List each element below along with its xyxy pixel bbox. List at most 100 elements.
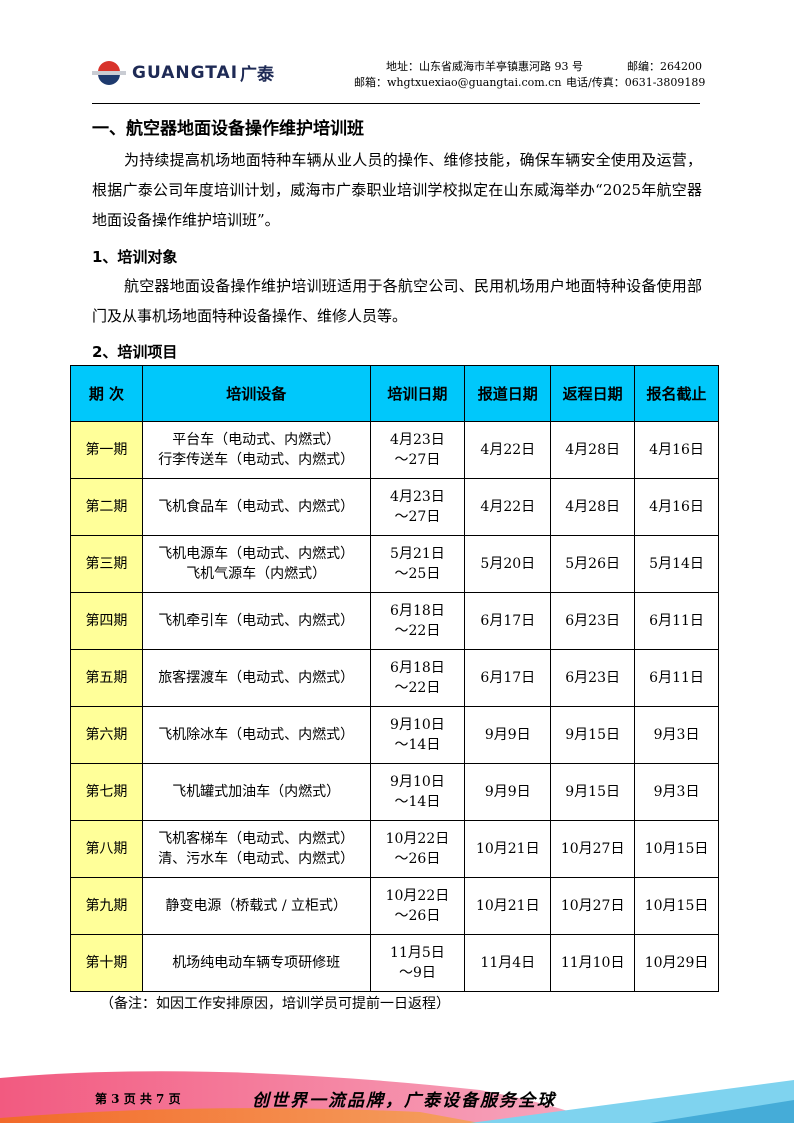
training-date-line: ～26日	[394, 851, 441, 867]
section1-text: 航空器地面设备操作维护培训班适用于各航空公司、民用机场用户地面特种设备使用部门及…	[92, 277, 702, 325]
table-row: 第三期 飞机电源车（电动式、内燃式） 飞机气源车（内燃式） 5月21日 ～25日 5月20…	[70, 535, 719, 593]
address: 地址：山东省威海市羊亭镇惠河路 93 号	[386, 60, 583, 73]
report-date-cell: 11月4日	[464, 934, 552, 992]
header-deadline: 报名截止	[634, 365, 719, 422]
training-date-line: ～27日	[394, 509, 441, 525]
report-date-cell: 6月17日	[464, 592, 552, 650]
table-header-row: 期 次培训设备 培训日期 报道日期 返程日期 报名截止	[70, 365, 719, 422]
training-date-cell: 5月21日 ～25日	[369, 535, 466, 593]
equipment-line: 飞机除冰车（电动式、内燃式）	[158, 727, 355, 743]
training-date-line: 11月5日	[390, 945, 445, 961]
period-cell: 第二期	[70, 478, 143, 536]
training-date-line: 5月21日	[390, 546, 445, 562]
return-date-cell: 4月28日	[550, 478, 636, 536]
training-date-line: 4月23日	[390, 489, 445, 505]
table-row: 第四期 飞机牵引车（电动式、内燃式） 6月18日 ～22日 6月17日 6月23日 6月11…	[70, 592, 719, 650]
report-date-cell: 6月17日	[464, 649, 552, 707]
return-date-cell: 6月23日	[550, 649, 636, 707]
period-cell: 第十期	[70, 934, 143, 992]
deadline-cell: 6月11日	[634, 649, 719, 707]
email: 邮箱：whgtxuexiao@guangtai.com.cn	[354, 76, 562, 89]
logo-text: GUANGTAI	[132, 62, 239, 83]
table-row: 第七期 飞机罐式加油车（内燃式） 9月10日 ～14日 9月9日 9月15日 9月3日	[70, 763, 719, 821]
training-date-cell: 6月18日 ～22日	[369, 592, 466, 650]
deadline-cell: 5月14日	[634, 535, 719, 593]
training-date-cell: 9月10日 ～14日	[369, 706, 466, 764]
training-date-line: 9月10日	[390, 774, 445, 790]
equipment-line: 静变电源（桥载式 / 立柜式）	[165, 898, 347, 914]
header-training-date: 培训日期	[369, 365, 466, 422]
equipment-line: 旅客摆渡车（电动式、内燃式）	[158, 670, 355, 686]
company-logo: GUANGTAI 广泰	[92, 60, 274, 85]
phone: 电话/传真：0631-3809189	[566, 76, 706, 89]
training-date-line: ～14日	[394, 737, 441, 753]
equipment-cell: 飞机客梯车（电动式、内燃式） 清、污水车（电动式、内燃式）	[141, 820, 371, 878]
training-date-cell: 4月23日 ～27日	[369, 478, 466, 536]
period-cell: 第八期	[70, 820, 143, 878]
report-date-cell: 4月22日	[464, 421, 552, 479]
report-date-cell: 9月9日	[464, 763, 552, 821]
intro-paragraph: 为持续提高机场地面特种车辆从业人员的操作、维修技能，确保车辆安全使用及运营，根据…	[92, 151, 702, 229]
report-date-cell: 10月21日	[464, 820, 552, 878]
training-date-line: ～22日	[394, 680, 441, 696]
page-title: 一、航空器地面设备操作维护培训班	[92, 119, 364, 139]
period-cell: 第四期	[70, 592, 143, 650]
training-date-line: 4月23日	[390, 432, 445, 448]
return-date-cell: 6月23日	[550, 592, 636, 650]
page-number: 第 3 页 共 7 页	[95, 1092, 181, 1106]
return-date-cell: 5月26日	[550, 535, 636, 593]
equipment-line: 飞机气源车（内燃式）	[186, 566, 327, 582]
return-date-cell: 9月15日	[550, 763, 636, 821]
report-date-cell: 9月9日	[464, 706, 552, 764]
training-date-cell: 10月22日 ～26日	[369, 820, 466, 878]
training-date-line: 10月22日	[385, 831, 450, 847]
training-date-line: 9月10日	[390, 717, 445, 733]
logo-icon	[92, 60, 126, 85]
logo-cn: 广泰	[240, 65, 275, 85]
training-date-line: ～14日	[394, 794, 441, 810]
equipment-cell: 飞机食品车（电动式、内燃式）	[141, 478, 371, 536]
deadline-cell: 6月11日	[634, 592, 719, 650]
training-date-cell: 4月23日 ～27日	[369, 421, 466, 479]
period-cell: 第三期	[70, 535, 143, 593]
report-date-cell: 5月20日	[464, 535, 552, 593]
training-table: 期 次培训设备 培训日期 报道日期 返程日期 报名截止 第一期 平台车（电动式、内燃式） 行…	[70, 365, 719, 992]
period-cell: 第一期	[70, 421, 143, 479]
slogan: 创世界一流品牌，广泰设备服务全球	[252, 1091, 556, 1111]
deadline-cell: 9月3日	[634, 706, 719, 764]
header-equipment: 培训设备	[141, 365, 371, 422]
training-date-line: 6月18日	[390, 660, 445, 676]
training-date-line: ～25日	[394, 566, 441, 582]
equipment-line: 机场纯电动车辆专项研修班	[172, 955, 341, 971]
header-report-date: 报道日期	[464, 365, 552, 422]
period-cell: 第五期	[70, 649, 143, 707]
header-divider	[92, 103, 700, 104]
period-cell: 第七期	[70, 763, 143, 821]
equipment-line: 清、污水车（电动式、内燃式）	[158, 851, 355, 867]
training-date-line: ～22日	[394, 623, 441, 639]
training-date-line: 10月22日	[385, 888, 450, 904]
note: （备注：如因工作安排原因，培训学员可提前一日返程）	[100, 996, 450, 1012]
equipment-line: 飞机食品车（电动式、内燃式）	[158, 499, 355, 515]
section1-heading: 1、培训对象	[92, 248, 178, 266]
equipment-cell: 飞机罐式加油车（内燃式）	[141, 763, 371, 821]
return-date-cell: 10月27日	[550, 820, 636, 878]
period-cell: 第六期	[70, 706, 143, 764]
header-period: 期 次	[70, 365, 143, 422]
deadline-cell: 4月16日	[634, 421, 719, 479]
training-date-line: ～26日	[394, 908, 441, 924]
postcode: 邮编：264200	[627, 60, 702, 73]
section2-heading: 2、培训项目	[92, 343, 178, 361]
equipment-cell: 静变电源（桥载式 / 立柜式）	[141, 877, 371, 935]
return-date-cell: 11月10日	[550, 934, 636, 992]
equipment-cell: 旅客摆渡车（电动式、内燃式）	[141, 649, 371, 707]
table-row: 第五期 旅客摆渡车（电动式、内燃式） 6月18日 ～22日 6月17日 6月23日 6月11…	[70, 649, 719, 707]
report-date-cell: 4月22日	[464, 478, 552, 536]
return-date-cell: 9月15日	[550, 706, 636, 764]
equipment-line: 飞机电源车（电动式、内燃式）	[158, 546, 355, 562]
equipment-line: 飞机客梯车（电动式、内燃式）	[158, 831, 355, 847]
equipment-cell: 飞机牵引车（电动式、内燃式）	[141, 592, 371, 650]
training-date-cell: 10月22日 ～26日	[369, 877, 466, 935]
table-row: 第八期 飞机客梯车（电动式、内燃式） 清、污水车（电动式、内燃式） 10月22日 ～26…	[70, 820, 719, 878]
training-date-cell: 11月5日 ～9日	[369, 934, 466, 992]
